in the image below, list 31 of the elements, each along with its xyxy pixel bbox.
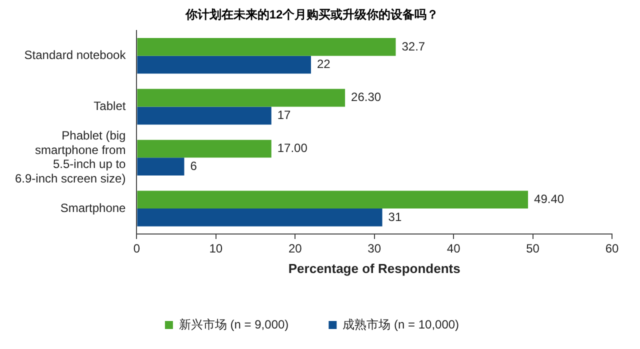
y-tick-label: Tablet <box>94 99 126 114</box>
bar <box>137 158 184 176</box>
chart-title: 你计划在未来的12个月购买或升级你的设备吗？ <box>184 8 439 22</box>
legend-label: 成熟市场 (n = 10,000) <box>342 317 460 332</box>
y-tick-label: Phablet (big smartphone from 5.5-inch up to 6.9-inch screen size) <box>14 128 126 186</box>
data-label: 32.7 <box>402 39 426 54</box>
y-tick-label: Standard notebook <box>24 48 127 62</box>
legend-label: 新兴市场 (n = 9,000) <box>178 317 289 332</box>
data-label: 22 <box>316 57 331 72</box>
x-axis-title: Percentage of Respondents <box>288 260 460 276</box>
bar <box>137 208 382 226</box>
x-tick-label: 20 <box>288 242 302 256</box>
data-label: 6 <box>190 158 198 173</box>
data-label: 31 <box>388 210 402 224</box>
x-tick-label: 10 <box>209 242 223 256</box>
y-tick-label: Smartphone <box>60 200 126 215</box>
bar <box>137 140 272 158</box>
data-label: 17 <box>277 108 292 122</box>
x-tick-label: 30 <box>368 242 382 256</box>
data-label: 26.30 <box>351 90 382 104</box>
bar <box>137 88 346 107</box>
x-tick-label: 0 <box>133 242 140 256</box>
data-label: 17.00 <box>277 141 308 156</box>
bar <box>137 106 272 125</box>
data-label: 49.40 <box>534 192 564 206</box>
x-tick-label: 40 <box>446 242 461 256</box>
x-tick-label: 60 <box>605 242 619 256</box>
bar <box>137 38 396 56</box>
bar <box>137 56 311 74</box>
x-tick-label: 50 <box>526 242 540 256</box>
bar <box>137 190 528 209</box>
